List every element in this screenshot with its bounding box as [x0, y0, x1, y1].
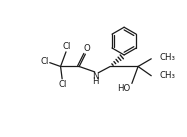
Text: HO: HO	[117, 84, 131, 93]
Text: CH₃: CH₃	[159, 53, 175, 62]
Text: Cl: Cl	[40, 57, 48, 66]
Text: H: H	[92, 77, 99, 86]
Text: Cl: Cl	[59, 80, 67, 89]
Text: CH₃: CH₃	[159, 71, 175, 80]
Text: Cl: Cl	[63, 42, 71, 51]
Text: N: N	[92, 72, 99, 81]
Text: O: O	[84, 44, 90, 53]
